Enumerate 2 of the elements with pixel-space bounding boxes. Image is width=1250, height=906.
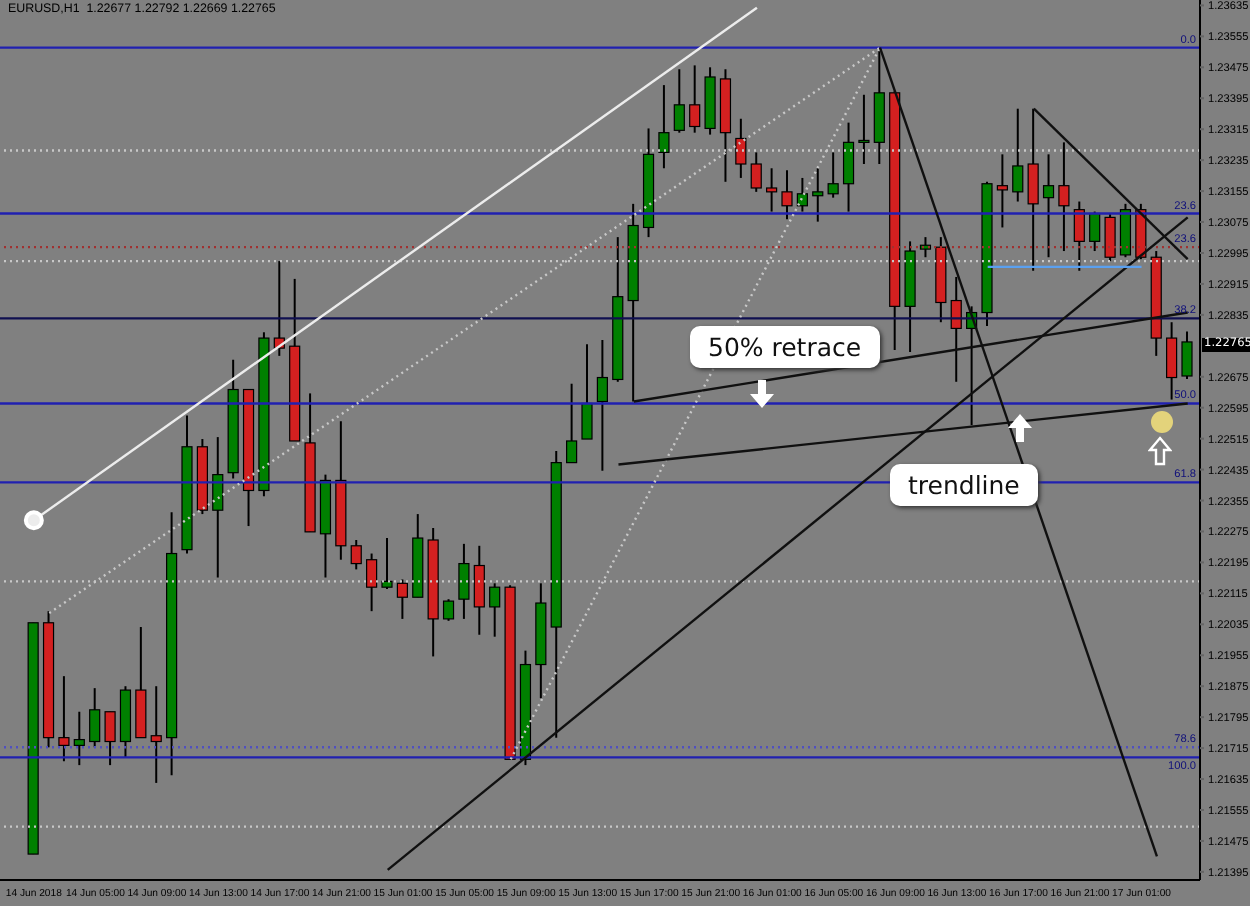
- annotation: trendline: [890, 464, 1038, 506]
- annotation: 50% retrace: [690, 326, 880, 368]
